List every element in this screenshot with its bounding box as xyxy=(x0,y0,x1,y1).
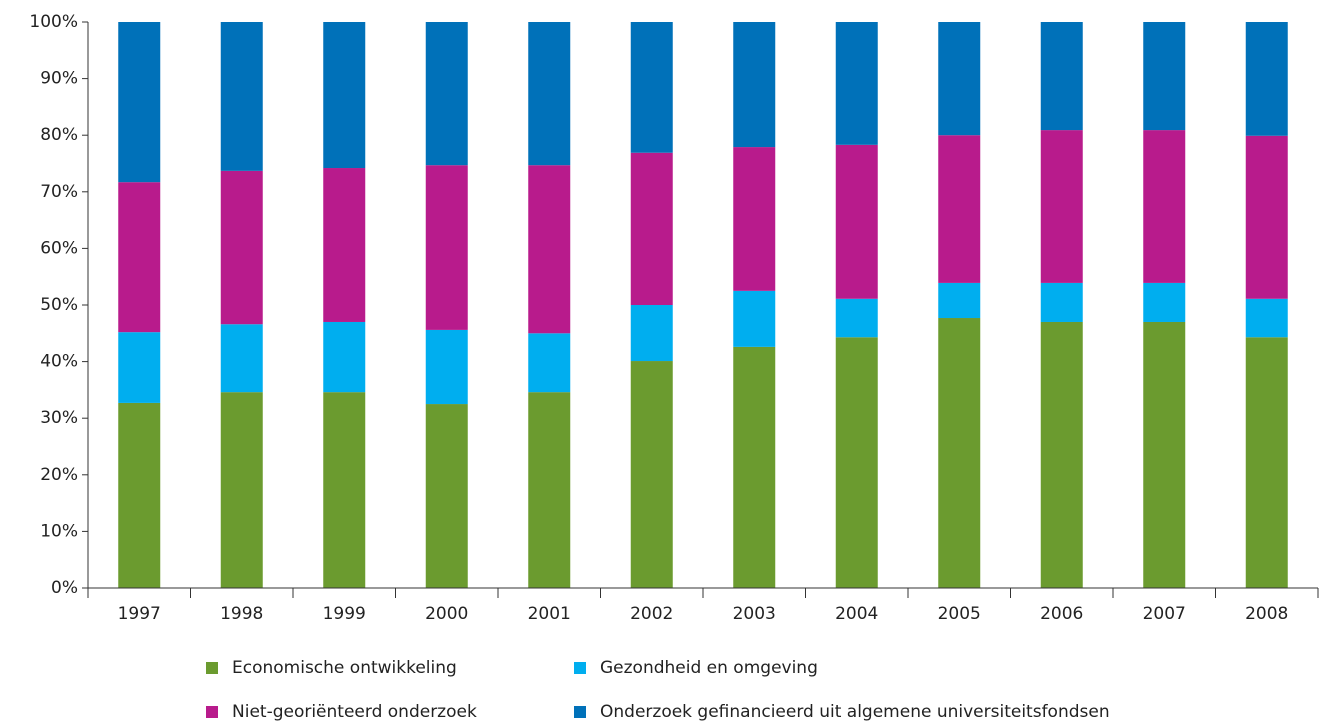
bar-segment xyxy=(733,22,776,148)
x-tick-label: 2007 xyxy=(1143,604,1186,624)
x-tick-label: 2006 xyxy=(1040,604,1083,624)
x-tick-label: 2000 xyxy=(425,604,468,624)
bar-segment xyxy=(323,168,366,322)
bar-segment xyxy=(630,152,673,305)
legend-swatch xyxy=(574,662,586,674)
legend-label: Niet-georiënteerd onderzoek xyxy=(232,702,477,722)
y-tick-label: 30% xyxy=(40,408,78,428)
bar-segment xyxy=(733,346,776,588)
bar-segment xyxy=(1245,22,1288,136)
bar-segment xyxy=(1245,298,1288,338)
bar-segment xyxy=(835,337,878,588)
y-tick-label: 60% xyxy=(40,238,78,258)
y-tick-label: 0% xyxy=(51,578,78,598)
bar-segment xyxy=(1040,22,1083,131)
x-tick-label: 1998 xyxy=(220,604,263,624)
bar-segment xyxy=(1245,337,1288,588)
bar-segment xyxy=(938,22,981,136)
bar-segment xyxy=(630,305,673,362)
y-tick-label: 50% xyxy=(40,295,78,315)
x-tick-label: 2001 xyxy=(528,604,571,624)
bar-segment xyxy=(425,165,468,330)
bar-segment xyxy=(118,22,161,183)
x-tick-label: 2002 xyxy=(630,604,673,624)
x-tick-label: 2003 xyxy=(733,604,776,624)
bar-segment xyxy=(1040,130,1083,283)
bar-segment xyxy=(835,22,878,145)
bar-segment xyxy=(425,329,468,405)
bar-segment xyxy=(323,392,366,588)
bar-segment xyxy=(528,333,571,393)
bar-segment xyxy=(938,135,981,283)
bar-segment xyxy=(220,324,263,393)
bar-segment xyxy=(733,147,776,291)
x-tick-label: 2005 xyxy=(938,604,981,624)
bar-segment xyxy=(425,404,468,588)
bar-segment xyxy=(323,22,366,169)
y-tick-label: 70% xyxy=(40,182,78,202)
bar-segment xyxy=(118,332,161,403)
y-tick-label: 10% xyxy=(40,521,78,541)
bar-segment xyxy=(1143,130,1186,283)
x-tick-label: 1997 xyxy=(118,604,161,624)
bar-segment xyxy=(528,165,571,334)
bar-segment xyxy=(220,170,263,325)
legend-swatch xyxy=(206,706,218,718)
y-tick-label: 40% xyxy=(40,352,78,372)
bar-segment xyxy=(528,22,571,166)
bar-segment xyxy=(630,361,673,588)
bar-segment xyxy=(835,298,878,338)
legend-label: Onderzoek gefinancieerd uit algemene uni… xyxy=(600,702,1110,722)
x-tick-label: 2008 xyxy=(1245,604,1288,624)
bar-segment xyxy=(1143,321,1186,588)
bar-segment xyxy=(1040,282,1083,322)
bar-segment xyxy=(425,22,468,166)
y-tick-label: 90% xyxy=(40,69,78,89)
bar-segment xyxy=(938,318,981,588)
bar-segment xyxy=(528,392,571,588)
legend-label: Economische ontwikkeling xyxy=(232,658,457,678)
bar-segment xyxy=(630,22,673,153)
bar-segment xyxy=(1040,321,1083,588)
bar-segment xyxy=(220,22,263,171)
bar-segment xyxy=(1143,282,1186,322)
bar-segment xyxy=(938,282,981,319)
y-tick-label: 100% xyxy=(29,12,78,32)
legend-swatch xyxy=(574,706,586,718)
legend-swatch xyxy=(206,662,218,674)
bar-segment xyxy=(733,290,776,347)
bar-segment xyxy=(1245,135,1288,299)
bar-segment xyxy=(118,402,161,588)
bar-segment xyxy=(118,182,161,333)
y-tick-label: 80% xyxy=(40,125,78,145)
legend-label: Gezondheid en omgeving xyxy=(600,658,818,678)
x-tick-label: 1999 xyxy=(323,604,366,624)
bar-segment xyxy=(835,144,878,299)
bar-segment xyxy=(1143,22,1186,131)
x-tick-label: 2004 xyxy=(835,604,878,624)
bar-segment xyxy=(220,392,263,588)
bar-segment xyxy=(323,321,366,393)
y-tick-label: 20% xyxy=(40,465,78,485)
